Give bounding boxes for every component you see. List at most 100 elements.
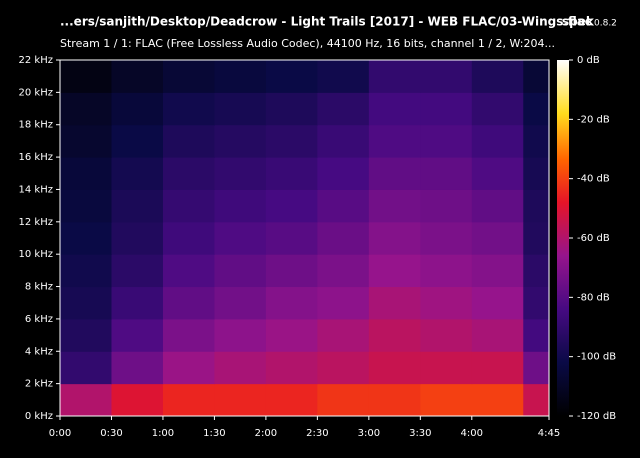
file-title: ...ers/sanjith/Desktop/Deadcrow - Light … — [60, 15, 592, 29]
spectrogram-cell — [523, 318, 550, 352]
spectrogram-cell — [111, 157, 164, 190]
spectrogram-cell — [162, 383, 215, 417]
spectrogram-cell — [368, 286, 421, 320]
spectrogram-cell — [60, 92, 112, 126]
y-tick-label: 6 kHz — [25, 314, 53, 325]
spectrogram-cell — [111, 383, 164, 417]
spectrogram-cell — [317, 124, 370, 158]
spectrogram-cell — [214, 221, 267, 255]
spectrogram-cell — [420, 189, 473, 223]
spectrogram-cell — [471, 189, 524, 223]
spectrogram-cell — [60, 124, 112, 158]
color-bar-label: -60 dB — [577, 233, 610, 244]
y-tick-label: 12 kHz — [19, 217, 53, 228]
spectrogram-cell — [523, 383, 550, 417]
spectrogram-cell — [317, 318, 370, 352]
stream-info: Stream 1 / 1: FLAC (Free Lossless Audio … — [60, 37, 555, 50]
spectrogram-cell — [471, 351, 524, 385]
spectrogram-cell — [523, 286, 550, 320]
color-bar-label: -40 dB — [577, 174, 610, 185]
spectrogram-cell — [471, 92, 524, 126]
spectrogram-cell — [471, 157, 524, 190]
spectrogram-cell — [60, 286, 112, 320]
spectrogram-cell — [162, 318, 215, 352]
spectrogram-cell — [420, 124, 473, 158]
spectrogram-cell — [162, 92, 215, 126]
app-name: spek — [562, 15, 595, 29]
color-bar-label: -120 dB — [577, 411, 616, 422]
spectrogram-cell — [523, 92, 550, 126]
x-tick-label: 1:30 — [203, 428, 225, 439]
spectrogram-cell — [523, 189, 550, 223]
y-tick-label: 16 kHz — [19, 152, 53, 163]
spectrogram-cell — [60, 189, 112, 223]
spectrogram-cell — [471, 60, 524, 93]
spectrogram-cell — [111, 92, 164, 126]
color-bar — [557, 60, 569, 416]
x-tick-label: 3:00 — [358, 428, 380, 439]
color-bar-label: -100 dB — [577, 352, 616, 363]
spectrogram-cell — [111, 60, 164, 93]
y-tick-label: 20 kHz — [19, 87, 53, 98]
y-tick-label: 18 kHz — [19, 120, 53, 131]
spectrogram-cell — [368, 157, 421, 190]
spectrogram-cell — [420, 254, 473, 288]
spectrogram-cell — [523, 221, 550, 255]
spectrogram-cell — [420, 286, 473, 320]
spectrogram-cell — [265, 351, 318, 385]
spectrogram-cell — [420, 221, 473, 255]
x-tick-label: 2:00 — [255, 428, 277, 439]
spectrogram-cell — [162, 157, 215, 190]
x-tick-label: 2:30 — [306, 428, 328, 439]
plot-frame — [59, 59, 550, 417]
spectrogram-cell — [317, 254, 370, 288]
spectrogram-cell — [214, 286, 267, 320]
spectrogram-cell — [420, 383, 473, 417]
spectrogram-cell — [368, 221, 421, 255]
spectrogram-cell — [523, 351, 550, 385]
app-version: 0.8.2 — [594, 19, 617, 29]
spectrogram-cell — [111, 351, 164, 385]
spectrogram-cell — [523, 254, 550, 288]
spectrogram-cell — [214, 124, 267, 158]
spectrogram-cell — [162, 189, 215, 223]
spectrogram-cell — [111, 221, 164, 255]
spectrogram-cell — [471, 383, 524, 417]
spectrogram-cell — [368, 92, 421, 126]
spectrogram-cell — [265, 286, 318, 320]
spectrogram-cell — [214, 157, 267, 190]
spectrogram-cell — [523, 124, 550, 158]
spectrogram-cell — [162, 221, 215, 255]
spectrogram-cell — [214, 318, 267, 352]
spectrogram-cell — [317, 383, 370, 417]
spectrogram-cell — [317, 60, 370, 93]
spectrogram-cell — [368, 124, 421, 158]
spectrogram-cell — [214, 92, 267, 126]
spectrogram-cell — [111, 286, 164, 320]
spectrogram-cell — [214, 383, 267, 417]
color-bar-label: -80 dB — [577, 292, 610, 303]
spectrogram-cell — [317, 221, 370, 255]
x-tick-label: 1:00 — [152, 428, 174, 439]
spectrogram-cell — [214, 351, 267, 385]
spectrogram-cell — [111, 124, 164, 158]
spectrogram-cell — [471, 286, 524, 320]
y-tick-label: 0 kHz — [25, 411, 53, 422]
spectrogram-cell — [420, 351, 473, 385]
spectrogram-cell — [111, 254, 164, 288]
spectrogram-cell — [317, 92, 370, 126]
spectrogram-cell — [265, 383, 318, 417]
color-bar-label: -20 dB — [577, 114, 610, 125]
spectrogram-cell — [111, 318, 164, 352]
x-tick-label: 0:30 — [100, 428, 122, 439]
spectrogram-cell — [162, 60, 215, 93]
spectrogram-cell — [60, 318, 112, 352]
spectrogram-cell — [368, 351, 421, 385]
y-tick-label: 8 kHz — [25, 282, 53, 293]
spectrogram-cell — [523, 157, 550, 190]
spectrogram-cell — [317, 286, 370, 320]
spectrogram-cell — [265, 92, 318, 126]
spectrogram-cell — [265, 221, 318, 255]
spectrogram-cell — [471, 221, 524, 255]
